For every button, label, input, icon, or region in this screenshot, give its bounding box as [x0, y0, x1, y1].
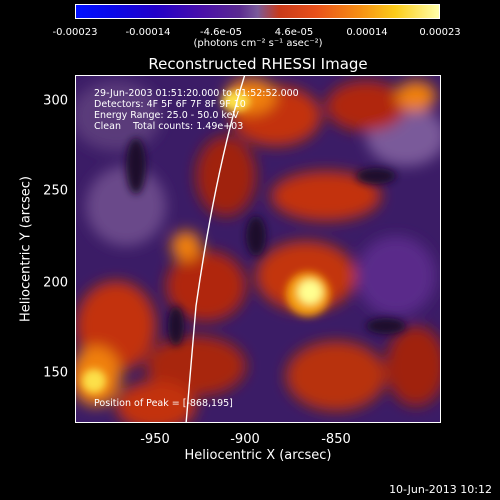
colorbar-unit: (photons cm⁻² s⁻¹ asec⁻²)	[193, 38, 323, 49]
image-title: Reconstructed RHESSI Image	[148, 55, 368, 73]
colorbar	[75, 4, 440, 19]
y-tick: 200	[43, 275, 68, 291]
detectors: Detectors: 4F 5F 6F 7F 8F 9F 10	[94, 99, 246, 110]
colorbar-tick: 0.00023	[419, 27, 461, 38]
peak-position: Position of Peak = [-868,195]	[94, 398, 233, 409]
colorbar-tick: -0.00023	[52, 27, 98, 38]
x-tick: -850	[321, 432, 351, 447]
time-range: 29-Jun-2003 01:51:20.000 to 01:52:52.000	[94, 88, 299, 99]
colorbar-tick: -4.6e-05	[200, 27, 242, 38]
reconstructed-image	[76, 76, 440, 422]
solar-limb	[185, 76, 246, 422]
x-tick: -950	[140, 432, 170, 447]
rhessi-image-plot[interactable]: 29-Jun-2003 01:51:20.000 to 01:52:52.000…	[75, 75, 441, 423]
colorbar-tick: 4.6e-05	[274, 27, 314, 38]
x-tick: -900	[230, 432, 260, 447]
y-axis-label: Heliocentric Y (arcsec)	[18, 176, 34, 322]
y-tick: 150	[43, 365, 68, 381]
energy-range: Energy Range: 25.0 - 50.0 keV	[94, 110, 239, 121]
colorbar-tick: 0.00014	[346, 27, 388, 38]
x-axis-label: Heliocentric X (arcsec)	[184, 448, 332, 463]
y-tick: 250	[43, 183, 68, 199]
y-tick: 300	[43, 93, 68, 109]
colorbar-tick: -0.00014	[125, 27, 171, 38]
clean-counts: Clean Total counts: 1.49e+03	[94, 121, 244, 132]
timestamp: 10-Jun-2013 10:12	[389, 483, 492, 496]
